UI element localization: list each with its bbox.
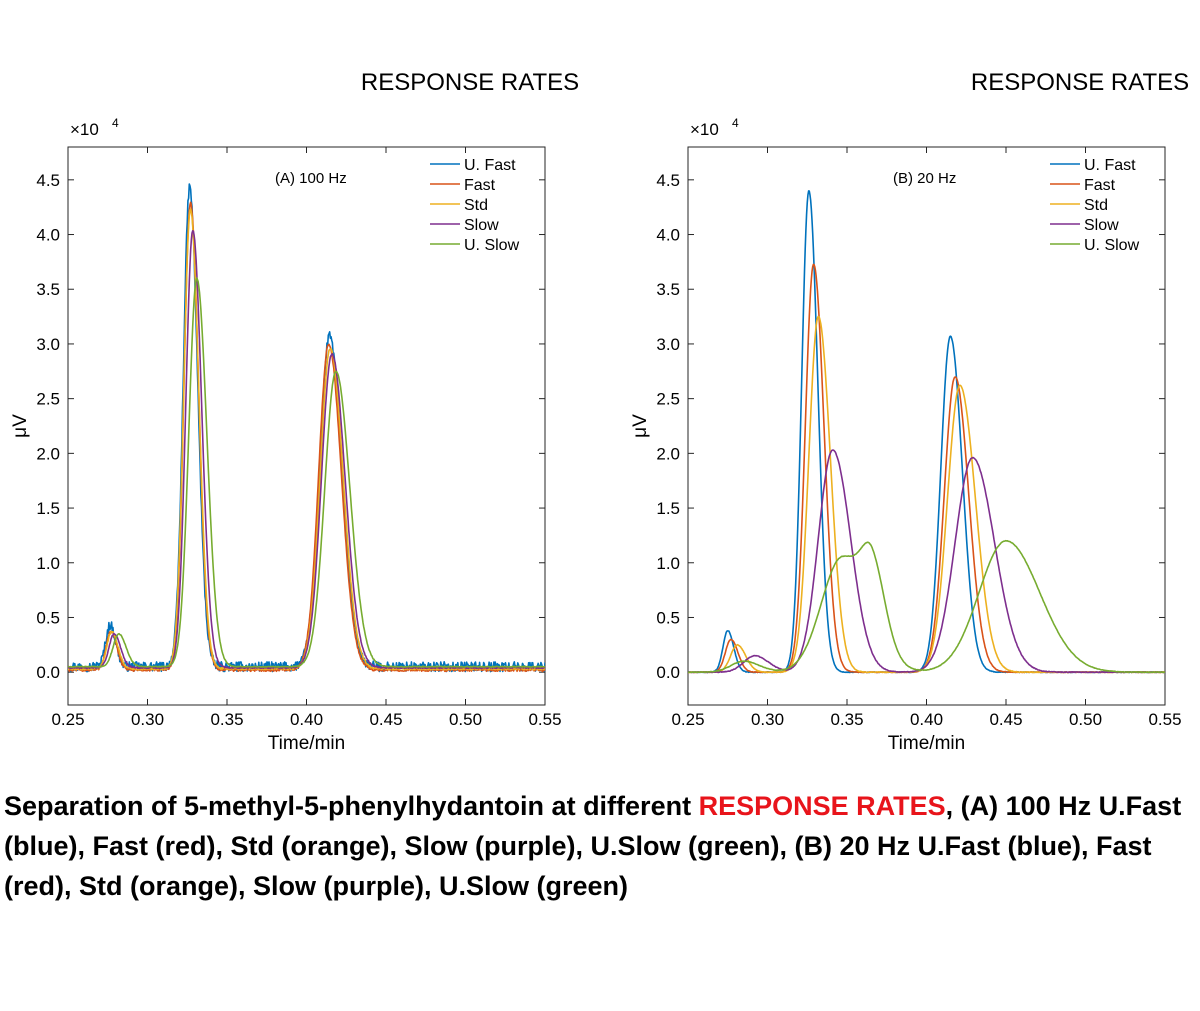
x-tick-label: 0.25: [51, 710, 84, 729]
x-tick-label: 0.50: [1069, 710, 1102, 729]
legend-label: Std: [464, 197, 488, 214]
y-tick-label: 0.5: [656, 608, 680, 627]
series-line-u-fast: [68, 183, 545, 673]
legend-label: Fast: [464, 177, 496, 194]
series-line-u-slow: [68, 277, 545, 668]
figure: RESPONSE RATES 0.25 0.30 0.35 0.40 0.45 0.50 0.…: [10, 69, 1189, 754]
y-tick-label: 3.0: [36, 335, 60, 354]
legend-label: U. Fast: [464, 157, 516, 174]
x-axis-title: Time/min: [888, 733, 965, 754]
chart-title: RESPONSE RATES: [361, 69, 579, 96]
y-tick-label: 1.5: [36, 499, 60, 518]
legend-label: U. Slow: [1084, 237, 1140, 254]
series-line-fast: [68, 201, 545, 673]
y-tick-label: 2.0: [36, 444, 60, 463]
legend-label: Slow: [464, 217, 499, 234]
legend-label: Std: [1084, 197, 1108, 214]
legend-label: Fast: [1084, 177, 1116, 194]
x-tick-label: 0.55: [528, 710, 561, 729]
y-axis-title: μV: [10, 414, 31, 438]
panel-annotation: (A) 100 Hz: [275, 170, 347, 187]
y-tick-label: 4.5: [36, 171, 60, 190]
y-tick-label: 2.5: [36, 390, 60, 409]
x-tick-label: 0.45: [369, 710, 402, 729]
y-tick-label: 1.0: [36, 554, 60, 573]
chart-panel-b: RESPONSE RATES 0.25 0.30 0.35 0.40 0.45 0.50 0.…: [630, 69, 1189, 754]
x-tick-label: 0.50: [449, 710, 482, 729]
panel-annotation: (B) 20 Hz: [893, 170, 956, 187]
x-tick-label: 0.30: [751, 710, 784, 729]
x-tick-label: 0.55: [1148, 710, 1181, 729]
y-axis-title: μV: [630, 414, 651, 438]
chart-panel-a: RESPONSE RATES 0.25 0.30 0.35 0.40 0.45 0.50 0.…: [10, 69, 579, 754]
y-multiplier: ×10: [690, 120, 719, 139]
caption-text-after: , (A) 100 Hz U.Fast (blue), Fast (red), …: [4, 791, 1182, 901]
y-tick-label: 3.5: [656, 280, 680, 299]
chart-title: RESPONSE RATES: [971, 69, 1189, 96]
x-axis-title: Time/min: [268, 733, 345, 754]
y-tick-label: 4.0: [656, 226, 680, 245]
caption-highlight: RESPONSE RATES: [698, 791, 946, 821]
y-tick-label: 4.0: [36, 226, 60, 245]
series-line-slow: [68, 230, 545, 670]
x-tick-label: 0.40: [910, 710, 943, 729]
series-group: [68, 183, 545, 673]
x-tick-label: 0.30: [131, 710, 164, 729]
y-tick-label: 0.0: [656, 663, 680, 682]
legend: U. Fast Fast Std Slow U. Slow: [430, 157, 520, 254]
y-multiplier-exponent: 4: [732, 116, 739, 130]
series-group: [688, 190, 1165, 674]
y-tick-label: 3.0: [656, 335, 680, 354]
x-tick-label: 0.25: [671, 710, 704, 729]
y-tick-label: 1.5: [656, 499, 680, 518]
y-multiplier: ×10: [70, 120, 99, 139]
legend: U. Fast Fast Std Slow U. Slow: [1050, 157, 1140, 254]
x-tick-label: 0.45: [989, 710, 1022, 729]
figure-caption: Separation of 5-methyl-5-phenylhydantoin…: [4, 786, 1196, 906]
y-tick-label: 2.0: [656, 444, 680, 463]
y-tick-label: 4.5: [656, 171, 680, 190]
legend-label: Slow: [1084, 217, 1119, 234]
x-tick-label: 0.35: [830, 710, 863, 729]
series-line-u-fast: [688, 190, 1165, 674]
y-multiplier-exponent: 4: [112, 116, 119, 130]
series-line-std: [688, 315, 1165, 674]
x-tick-label: 0.35: [210, 710, 243, 729]
series-line-u-slow: [688, 539, 1165, 674]
series-line-slow: [688, 449, 1165, 674]
legend-label: U. Slow: [464, 237, 520, 254]
legend-label: U. Fast: [1084, 157, 1136, 174]
y-tick-label: 0.0: [36, 663, 60, 682]
caption-text-before: Separation of 5-methyl-5-phenylhydantoin…: [4, 791, 699, 821]
y-tick-label: 3.5: [36, 280, 60, 299]
series-line-fast: [688, 263, 1165, 674]
y-tick-label: 0.5: [36, 608, 60, 627]
x-tick-label: 0.40: [290, 710, 323, 729]
y-tick-label: 2.5: [656, 390, 680, 409]
y-tick-label: 1.0: [656, 554, 680, 573]
series-line-std: [68, 208, 545, 671]
